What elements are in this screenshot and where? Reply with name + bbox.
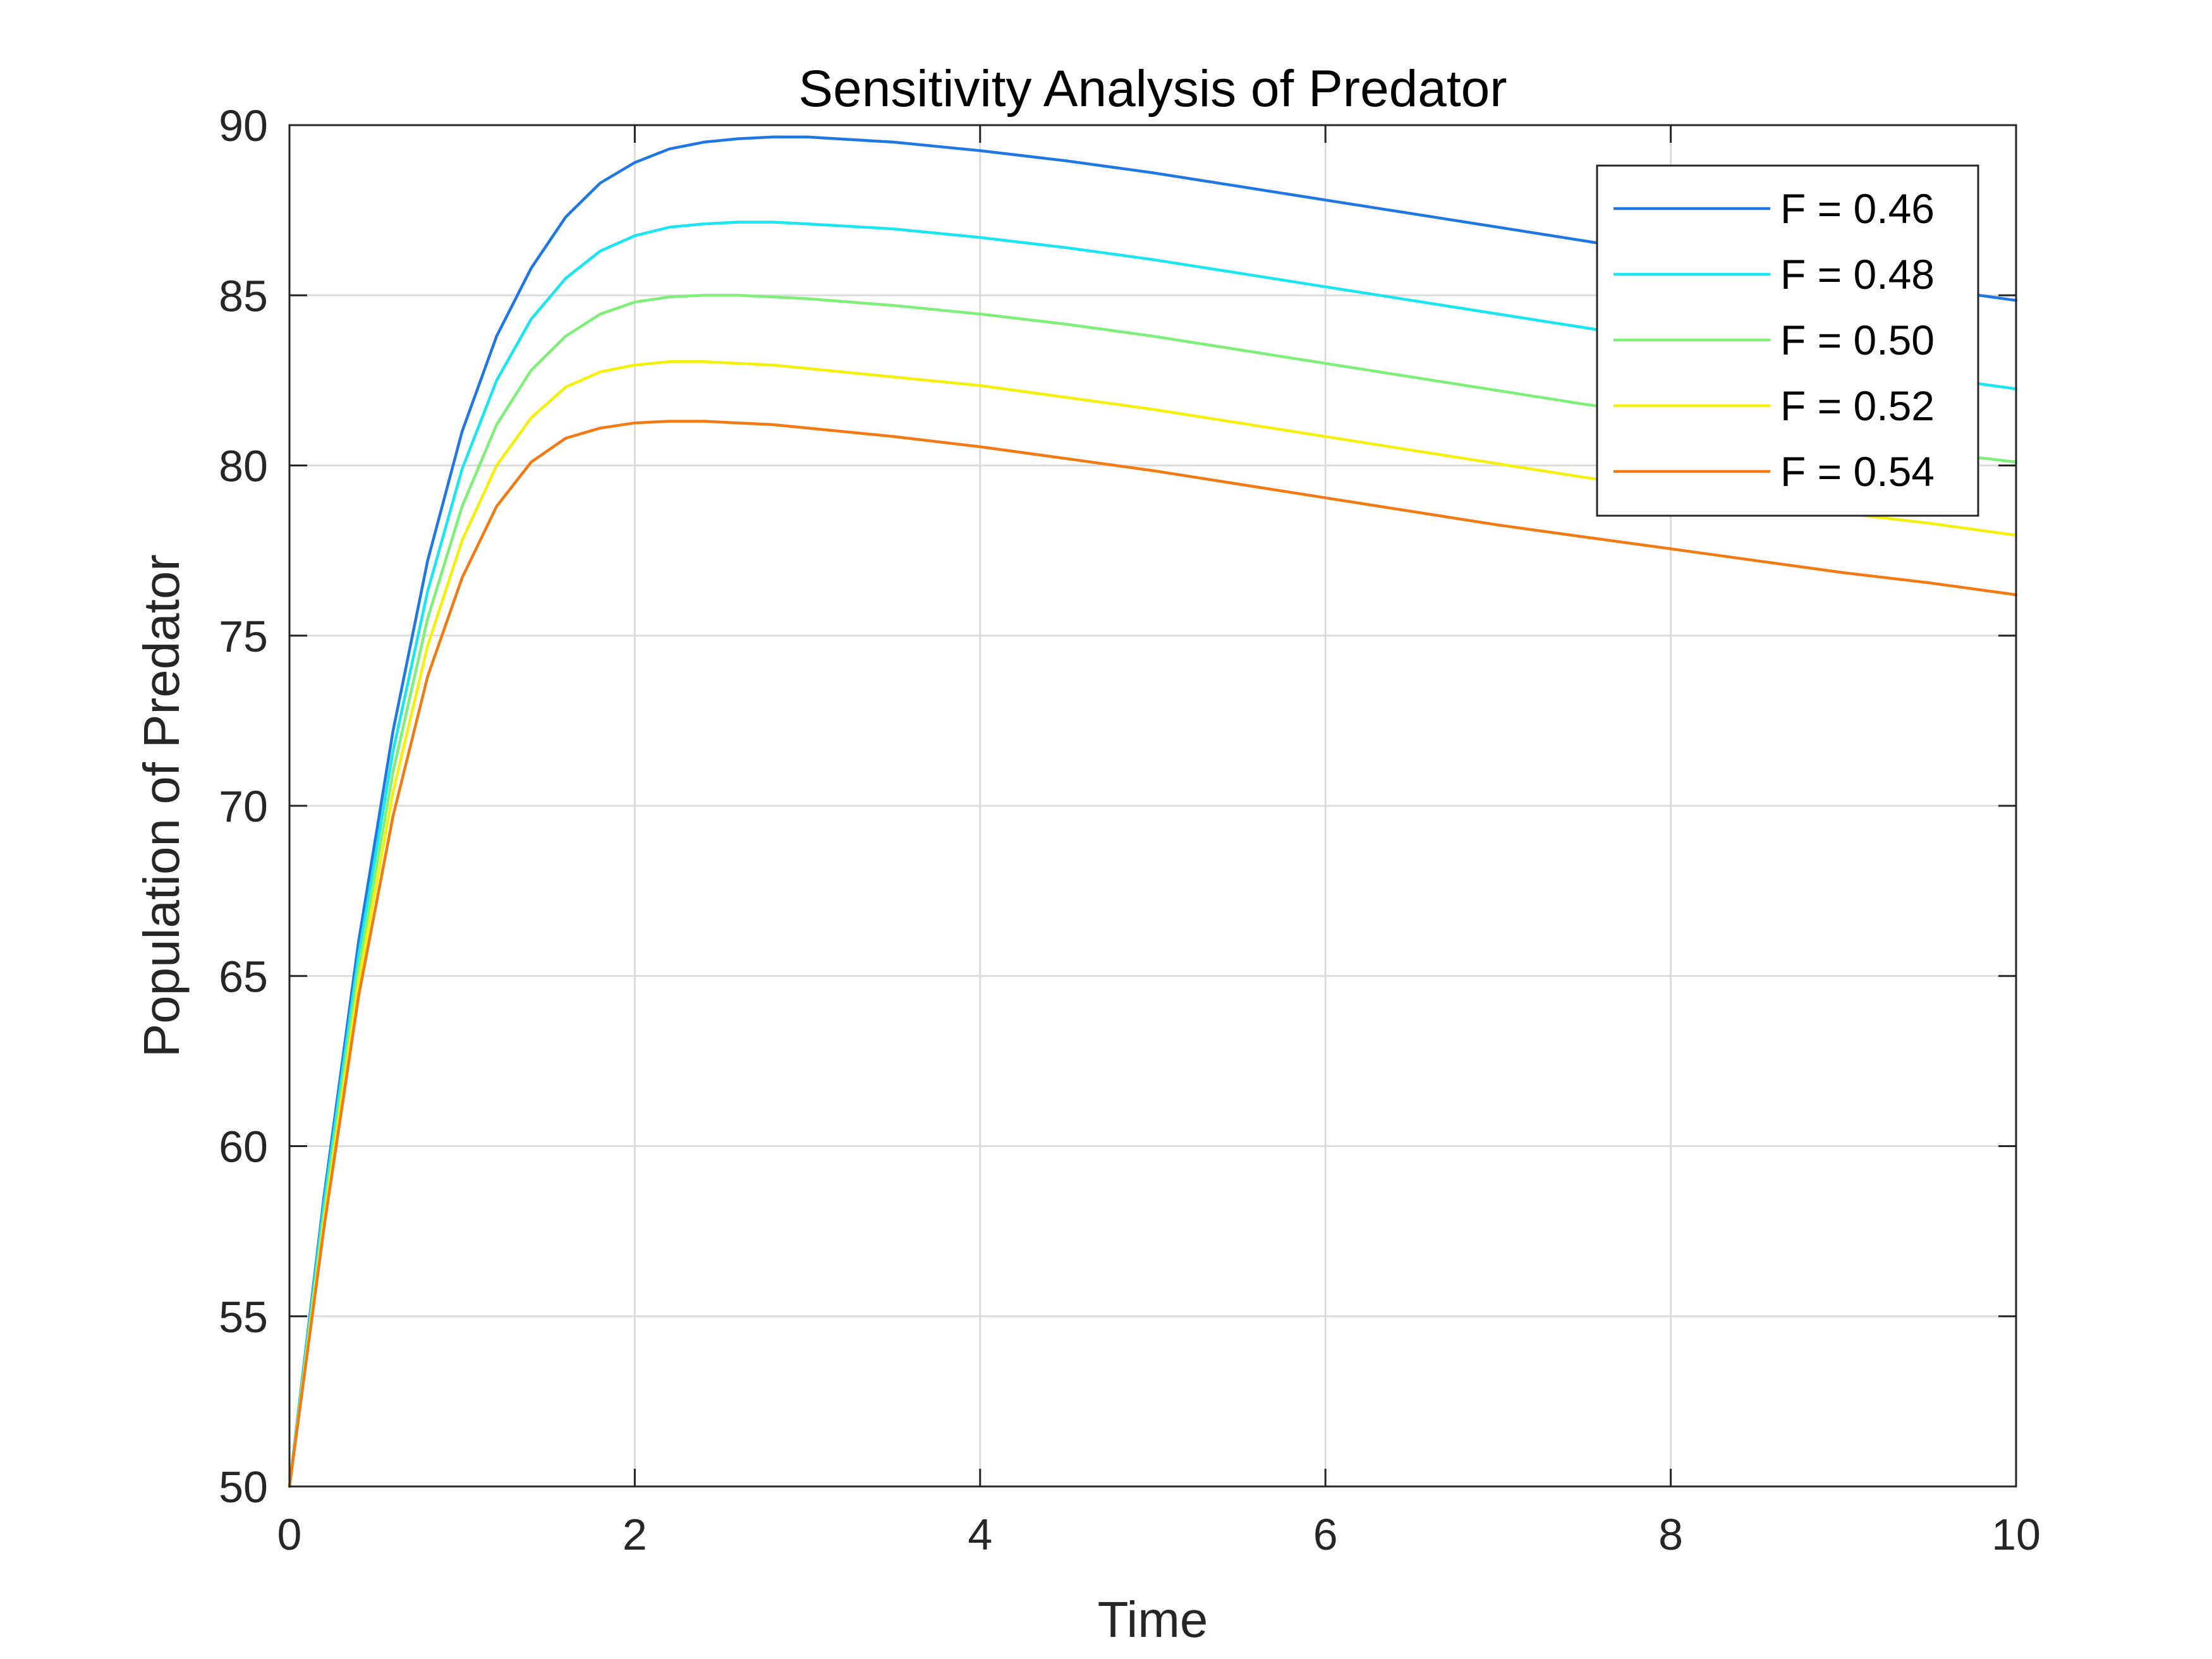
legend-entry-label: F = 0.50 — [1780, 317, 1935, 363]
legend-entry-label: F = 0.46 — [1780, 185, 1935, 232]
y-tick-label: 80 — [219, 442, 268, 491]
y-tick-label: 65 — [219, 952, 268, 1001]
chart-title: Sensitivity Analysis of Predator — [798, 60, 1507, 118]
x-tick-label: 0 — [277, 1510, 302, 1559]
legend: F = 0.46 F = 0.48 F = 0.50 F = 0.52 F = 0.54 — [1596, 164, 1979, 517]
y-tick-label: 70 — [219, 782, 268, 831]
legend-entry-label: F = 0.54 — [1780, 448, 1935, 495]
legend-entry-label: F = 0.48 — [1780, 251, 1935, 298]
x-tick-label: 10 — [1991, 1510, 2041, 1559]
x-axis-label: Time — [1098, 1591, 1208, 1648]
x-tick-label: 6 — [1313, 1510, 1338, 1559]
series-line-5 — [288, 420, 2018, 1488]
x-tick-label: 8 — [1658, 1510, 1683, 1559]
y-tick-label: 75 — [219, 612, 268, 661]
x-tick-label: 2 — [623, 1510, 647, 1559]
y-tick-label: 85 — [219, 271, 268, 320]
y-tick-label: 50 — [219, 1462, 268, 1512]
tick-labels: 0 2 4 6 8 10 50 55 60 65 70 75 80 85 90 — [219, 101, 2041, 1559]
y-tick-label: 55 — [219, 1292, 268, 1342]
y-axis-label: Population of Predator — [133, 554, 190, 1057]
x-tick-label: 4 — [968, 1510, 992, 1559]
legend-entry-label: F = 0.52 — [1780, 382, 1935, 429]
axes — [288, 124, 2017, 1488]
y-tick-label: 60 — [219, 1122, 268, 1172]
y-tick-label: 90 — [219, 101, 268, 150]
